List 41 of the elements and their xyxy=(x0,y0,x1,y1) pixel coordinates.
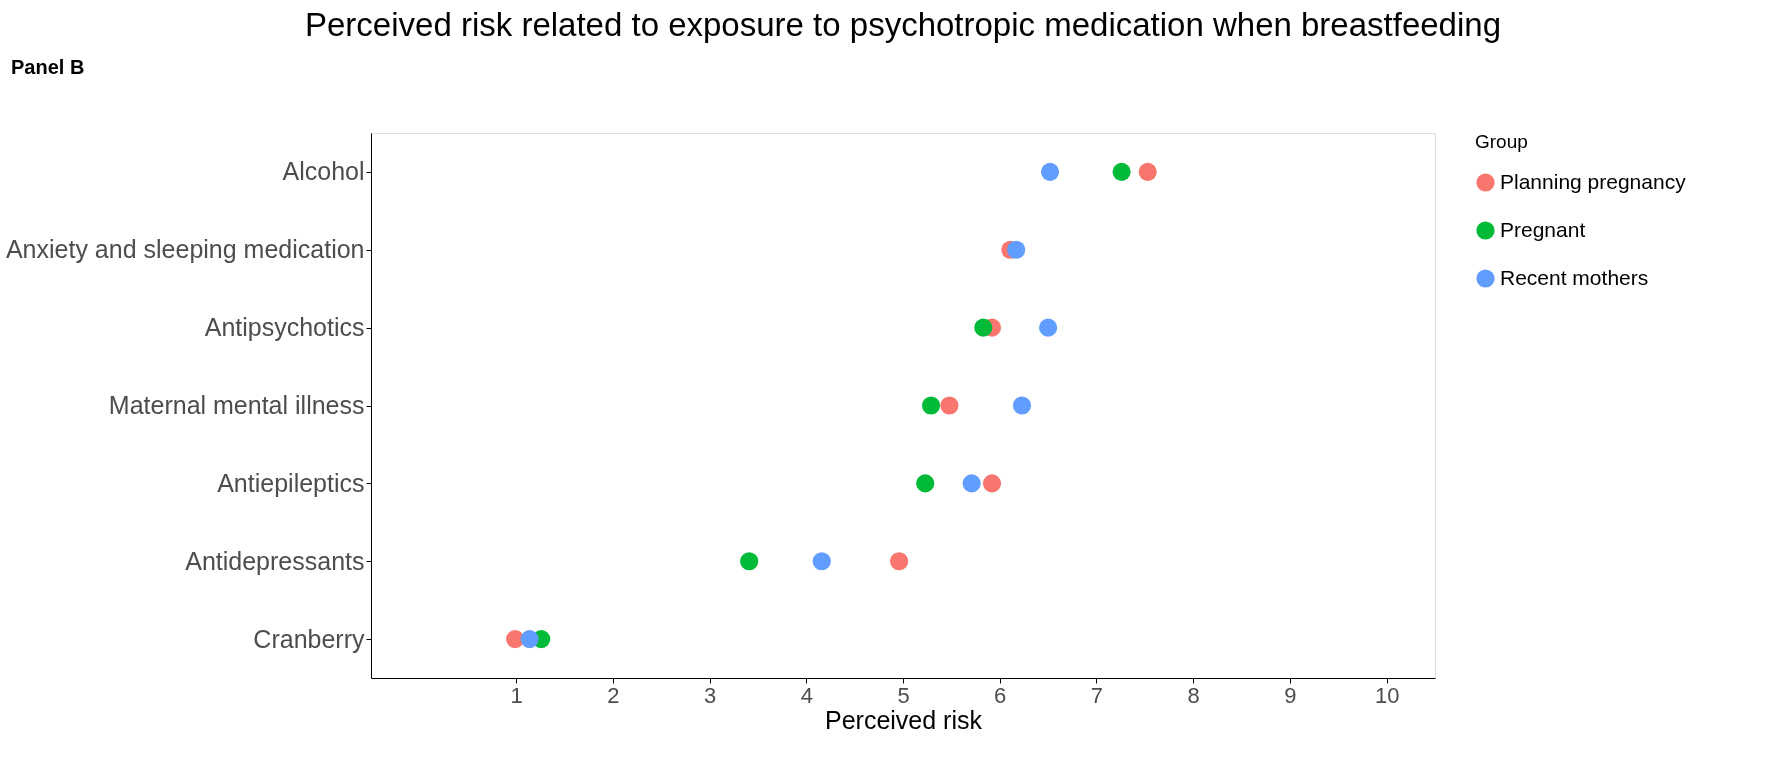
x-tick-label: 6 xyxy=(994,682,1007,708)
x-tick-label: 1 xyxy=(510,682,523,708)
x-tick-label: 4 xyxy=(800,682,813,708)
x-tick-label: 10 xyxy=(1374,682,1400,708)
y-tick-label: Cranberry xyxy=(253,624,365,653)
point xyxy=(740,552,759,571)
point xyxy=(1112,162,1131,181)
point xyxy=(982,474,1002,493)
point xyxy=(916,474,935,493)
legend-title: Group xyxy=(1475,131,1528,152)
y-tick-label: Antiepileptics xyxy=(217,468,365,497)
point xyxy=(974,318,993,337)
point xyxy=(1040,162,1060,181)
point xyxy=(812,552,831,571)
x-tick-label: 9 xyxy=(1284,682,1297,708)
x-tick-label: 7 xyxy=(1090,682,1104,708)
y-tick-label: Antipsychotics xyxy=(204,313,365,342)
point xyxy=(1007,240,1026,259)
x-tick-label: 8 xyxy=(1187,682,1200,708)
point xyxy=(940,396,959,415)
x-tick-label: 3 xyxy=(703,682,717,708)
point xyxy=(1012,396,1032,415)
point xyxy=(520,630,539,649)
x-tick-label: 2 xyxy=(607,682,620,708)
point xyxy=(962,474,981,493)
point xyxy=(921,396,941,415)
y-tick-label: Antidepressants xyxy=(185,546,365,575)
point xyxy=(1138,162,1157,181)
text: Panel B xyxy=(11,56,85,78)
point xyxy=(890,552,909,571)
legend-label: Planning pregnancy xyxy=(1500,169,1687,193)
legend-label: Recent mothers xyxy=(1500,265,1649,289)
y-tick-label: Maternal mental illness xyxy=(108,391,365,419)
y-tick-label: Anxiety and sleeping medication xyxy=(5,235,365,264)
chart-title: Perceived risk related to exposure to psychotropic medication when breastfeeding xyxy=(305,6,1501,43)
x-axis-title: Perceived risk xyxy=(825,705,983,734)
point xyxy=(1039,318,1058,337)
legend-label: Pregnant xyxy=(1500,217,1586,241)
point xyxy=(506,630,525,649)
x-tick-label: 5 xyxy=(897,682,910,708)
y-tick-label: Alcohol xyxy=(282,157,365,186)
